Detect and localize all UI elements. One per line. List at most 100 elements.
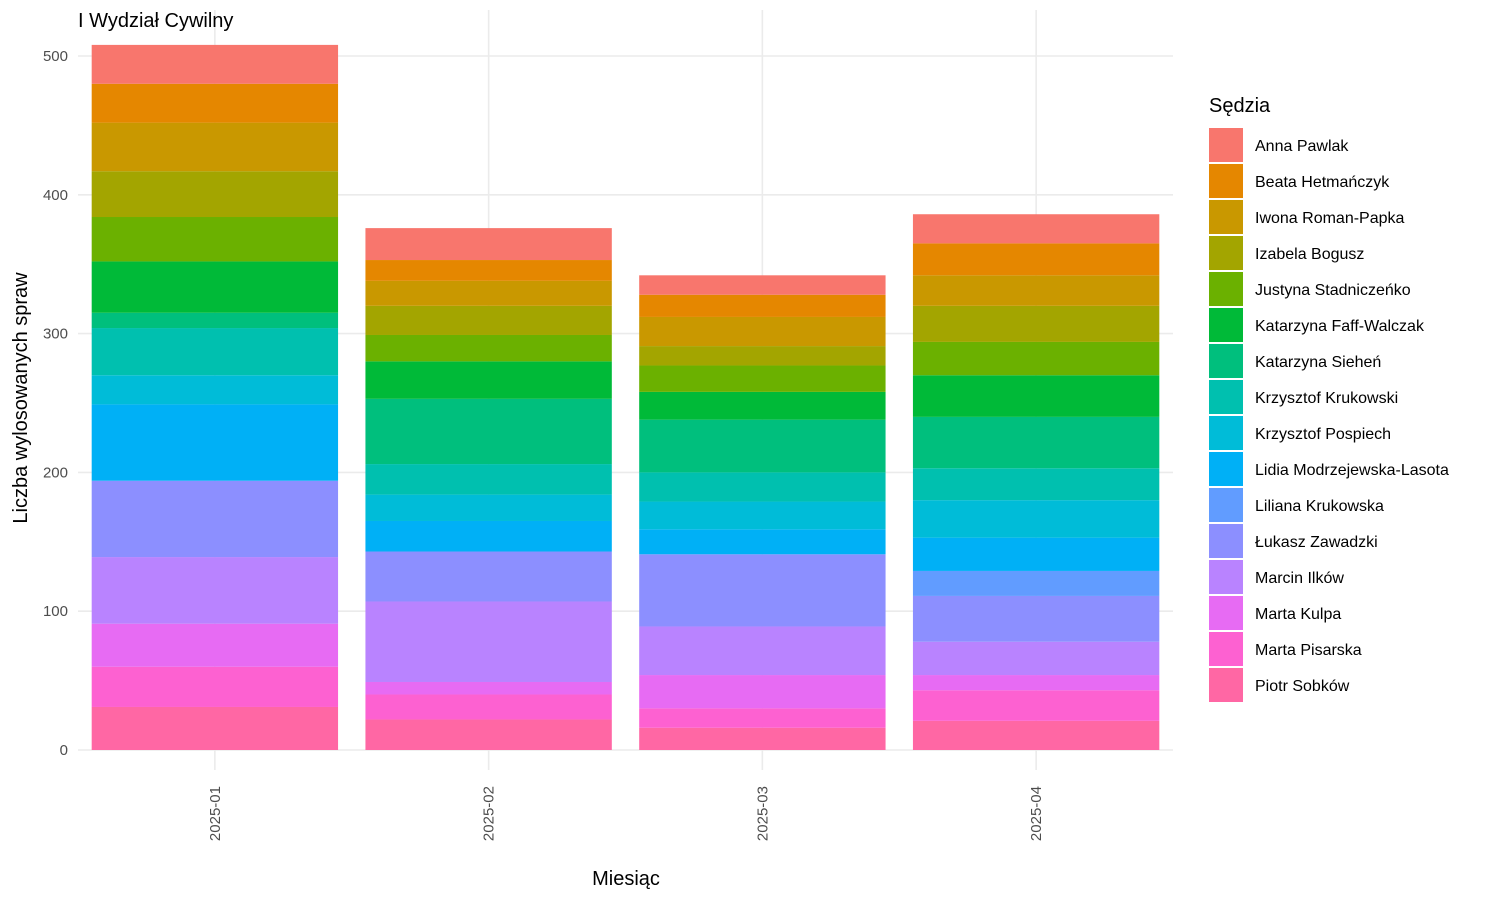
bar-segment: [912, 690, 1160, 721]
bar-segment: [365, 520, 612, 552]
y-tick-label: 300: [43, 326, 68, 343]
legend-key: [1209, 632, 1243, 666]
bar-segment: [365, 719, 612, 750]
legend-label: Katarzyna Faff-Walczak: [1255, 318, 1425, 335]
legend-key: [1209, 236, 1243, 270]
legend-label: Lidia Modrzejewska-Lasota: [1255, 462, 1449, 479]
bar-segment: [639, 529, 886, 555]
bar-segment: [365, 694, 612, 720]
bar-segment: [912, 305, 1160, 342]
x-axis-title: Miesiąc: [592, 868, 660, 890]
bar-segment: [639, 365, 886, 392]
legend-label: Marcin Ilków: [1255, 570, 1344, 587]
bar-segment: [91, 480, 339, 558]
legend-key: [1209, 344, 1243, 378]
x-tick-label: 2025-01: [207, 786, 224, 841]
bar-segment: [912, 416, 1160, 469]
y-axis-title: Liczba wylosowanych spraw: [10, 272, 32, 524]
bars: [91, 44, 1160, 750]
legend-key: [1209, 380, 1243, 414]
x-tick-label: 2025-04: [1028, 786, 1045, 841]
legend-label: Justyna Stadniczeńko: [1255, 282, 1411, 299]
bar-segment: [91, 706, 339, 750]
bar-segment: [912, 720, 1160, 750]
x-tick-label: 2025-03: [754, 786, 771, 841]
legend-label: Beata Hetmańczyk: [1255, 174, 1390, 191]
legend-label: Katarzyna Sieheń: [1255, 354, 1381, 371]
bar-segment: [91, 83, 339, 123]
bar-segment: [365, 228, 612, 261]
bar-segment: [912, 537, 1160, 571]
bar-segment: [912, 595, 1160, 642]
bar-segment: [639, 554, 886, 627]
y-tick-label: 500: [43, 48, 68, 65]
bar-segment: [91, 557, 339, 624]
bar-segment: [639, 294, 886, 317]
bar-segment: [912, 375, 1160, 417]
bar-segment: [91, 261, 339, 313]
legend-label: Izabela Bogusz: [1255, 246, 1364, 263]
bar-segment: [639, 501, 886, 530]
bar-segment: [912, 243, 1160, 276]
legend-label: Iwona Roman-Papka: [1255, 210, 1405, 227]
legend-label: Piotr Sobków: [1255, 678, 1350, 695]
bar-segment: [639, 675, 886, 709]
legend-key: [1209, 164, 1243, 198]
bar-segment: [365, 361, 612, 399]
legend: Sędzia Anna Pawlak Beata Hetmańczyk Iwona …: [1209, 95, 1449, 702]
chart-title: I Wydział Cywilny: [78, 10, 233, 32]
bar-segment: [912, 641, 1160, 676]
bar-segment: [912, 341, 1160, 376]
legend-key: [1209, 524, 1243, 558]
legend-label: Łukasz Zawadzki: [1255, 534, 1378, 551]
bar-segment: [365, 260, 612, 281]
legend-key: [1209, 452, 1243, 486]
bar-segment: [639, 727, 886, 750]
bar-segment: [365, 398, 612, 465]
y-tick-label: 0: [60, 742, 68, 759]
bar-segment: [91, 328, 339, 376]
bar-segment: [912, 570, 1160, 596]
legend-label: Liliana Krukowska: [1255, 498, 1384, 515]
bar-segment: [91, 623, 339, 667]
bar-segment: [91, 122, 339, 172]
legend-key: [1209, 416, 1243, 450]
bar-segment: [91, 171, 339, 218]
bar-segment: [639, 708, 886, 728]
legend-title: Sędzia: [1209, 95, 1271, 117]
legend-key: [1209, 200, 1243, 234]
bar-segment: [91, 44, 339, 84]
bar-segment: [912, 214, 1160, 244]
legend-label: Anna Pawlak: [1255, 138, 1349, 155]
legend-key: [1209, 128, 1243, 162]
bar-segment: [91, 217, 339, 262]
legend-label: Krzysztof Pospiech: [1255, 426, 1391, 443]
x-tick-label: 2025-02: [481, 786, 498, 841]
bar-segment: [639, 346, 886, 366]
bar-segment: [365, 305, 612, 335]
bar-segment: [91, 375, 339, 405]
bar-segment: [91, 404, 339, 481]
bar-segment: [365, 280, 612, 306]
legend-label: Marta Pisarska: [1255, 642, 1362, 659]
bar-segment: [365, 551, 612, 602]
bar-segment: [912, 500, 1160, 538]
bar-segment: [912, 275, 1160, 306]
bar-segment: [639, 391, 886, 420]
bar-segment: [91, 666, 339, 707]
y-tick-label: 200: [43, 464, 68, 481]
legend-key: [1209, 596, 1243, 630]
legend-key: [1209, 488, 1243, 522]
y-tick-label: 400: [43, 187, 68, 204]
bar-segment: [639, 275, 886, 295]
bar-segment: [639, 419, 886, 473]
bar-segment: [639, 626, 886, 676]
bar-segment: [365, 681, 612, 695]
bar-segment: [639, 472, 886, 502]
legend-label: Marta Kulpa: [1255, 606, 1341, 623]
bar-segment: [639, 316, 886, 347]
legend-key: [1209, 560, 1243, 594]
y-tick-label: 100: [43, 603, 68, 620]
bar-segment: [912, 468, 1160, 501]
